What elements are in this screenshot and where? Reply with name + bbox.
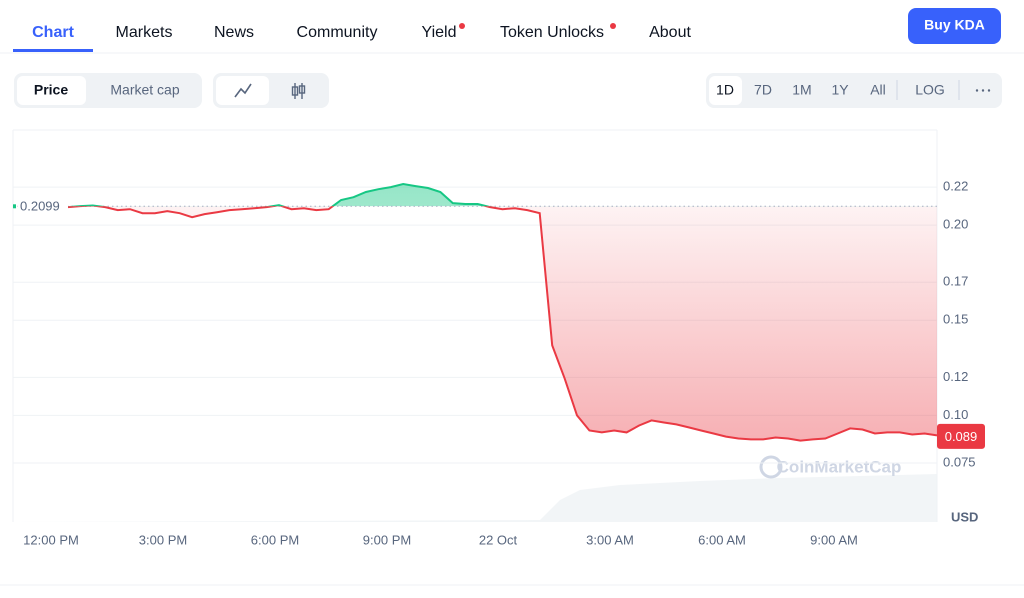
range-toggle — [706, 73, 1002, 108]
metric-button[interactable]: Price — [34, 82, 68, 98]
reference-label-bg — [18, 197, 68, 216]
y-tick-label: 0.075 — [943, 454, 976, 469]
watermark-logo — [759, 455, 783, 479]
y-tick-label: 0.10 — [943, 407, 968, 422]
x-tick-label: 6:00 AM — [698, 532, 746, 547]
range-button[interactable]: 1D — [716, 82, 734, 98]
range-selected — [709, 76, 742, 105]
x-tick-label: 3:00 AM — [586, 532, 634, 547]
range-button[interactable]: LOG — [915, 82, 945, 98]
nav-tab[interactable]: News — [214, 24, 254, 41]
last-price-label: 0.089 — [945, 429, 978, 444]
nav-tab[interactable]: Yield — [422, 24, 457, 41]
x-tick-label: 6:00 PM — [251, 532, 299, 547]
y-tick-label: 0.17 — [943, 274, 968, 289]
y-tick-label: 0.22 — [943, 179, 968, 194]
reference-label: 0.2099 — [20, 199, 60, 214]
nav-tab[interactable]: About — [649, 24, 691, 41]
y-tick-label: 0.15 — [943, 312, 968, 327]
nav-tab[interactable]: Community — [297, 24, 378, 41]
range-button[interactable]: 1M — [792, 82, 811, 98]
buy-button[interactable] — [908, 8, 1001, 44]
metric-selected — [17, 76, 86, 105]
nav-badge — [459, 23, 465, 29]
candle-icon[interactable] — [291, 83, 306, 99]
y-tick-label: 0.20 — [943, 217, 968, 232]
nav-tab[interactable]: Token Unlocks — [500, 24, 604, 41]
x-tick-label: 9:00 AM — [810, 532, 858, 547]
range-button[interactable]: All — [870, 82, 886, 98]
nav-active-underline — [13, 49, 93, 52]
nav-badge — [610, 23, 616, 29]
buy-button-label[interactable]: Buy KDA — [924, 17, 985, 33]
nav-tab[interactable]: Markets — [116, 24, 173, 41]
x-tick-label: 22 Oct — [479, 532, 518, 547]
volume-area — [13, 474, 937, 522]
y-tick-label: 0.12 — [943, 369, 968, 384]
unit-label: USD — [951, 509, 978, 524]
range-button[interactable]: 1Y — [831, 82, 849, 98]
reference-marker — [13, 204, 16, 209]
range-button[interactable]: 7D — [754, 82, 772, 98]
x-tick-label: 9:00 PM — [363, 532, 411, 547]
watermark: CoinMarketCap — [777, 457, 902, 476]
area-down — [68, 206, 937, 441]
more-menu[interactable] — [975, 89, 991, 92]
nav-tab[interactable]: Chart — [32, 24, 74, 41]
x-tick-label: 12:00 PM — [23, 532, 79, 547]
x-tick-label: 3:00 PM — [139, 532, 187, 547]
metric-button[interactable]: Market cap — [110, 82, 179, 98]
line-icon — [234, 83, 252, 98]
area-up — [77, 184, 487, 207]
price-line-down — [67, 206, 938, 442]
last-price-tag — [937, 423, 985, 449]
